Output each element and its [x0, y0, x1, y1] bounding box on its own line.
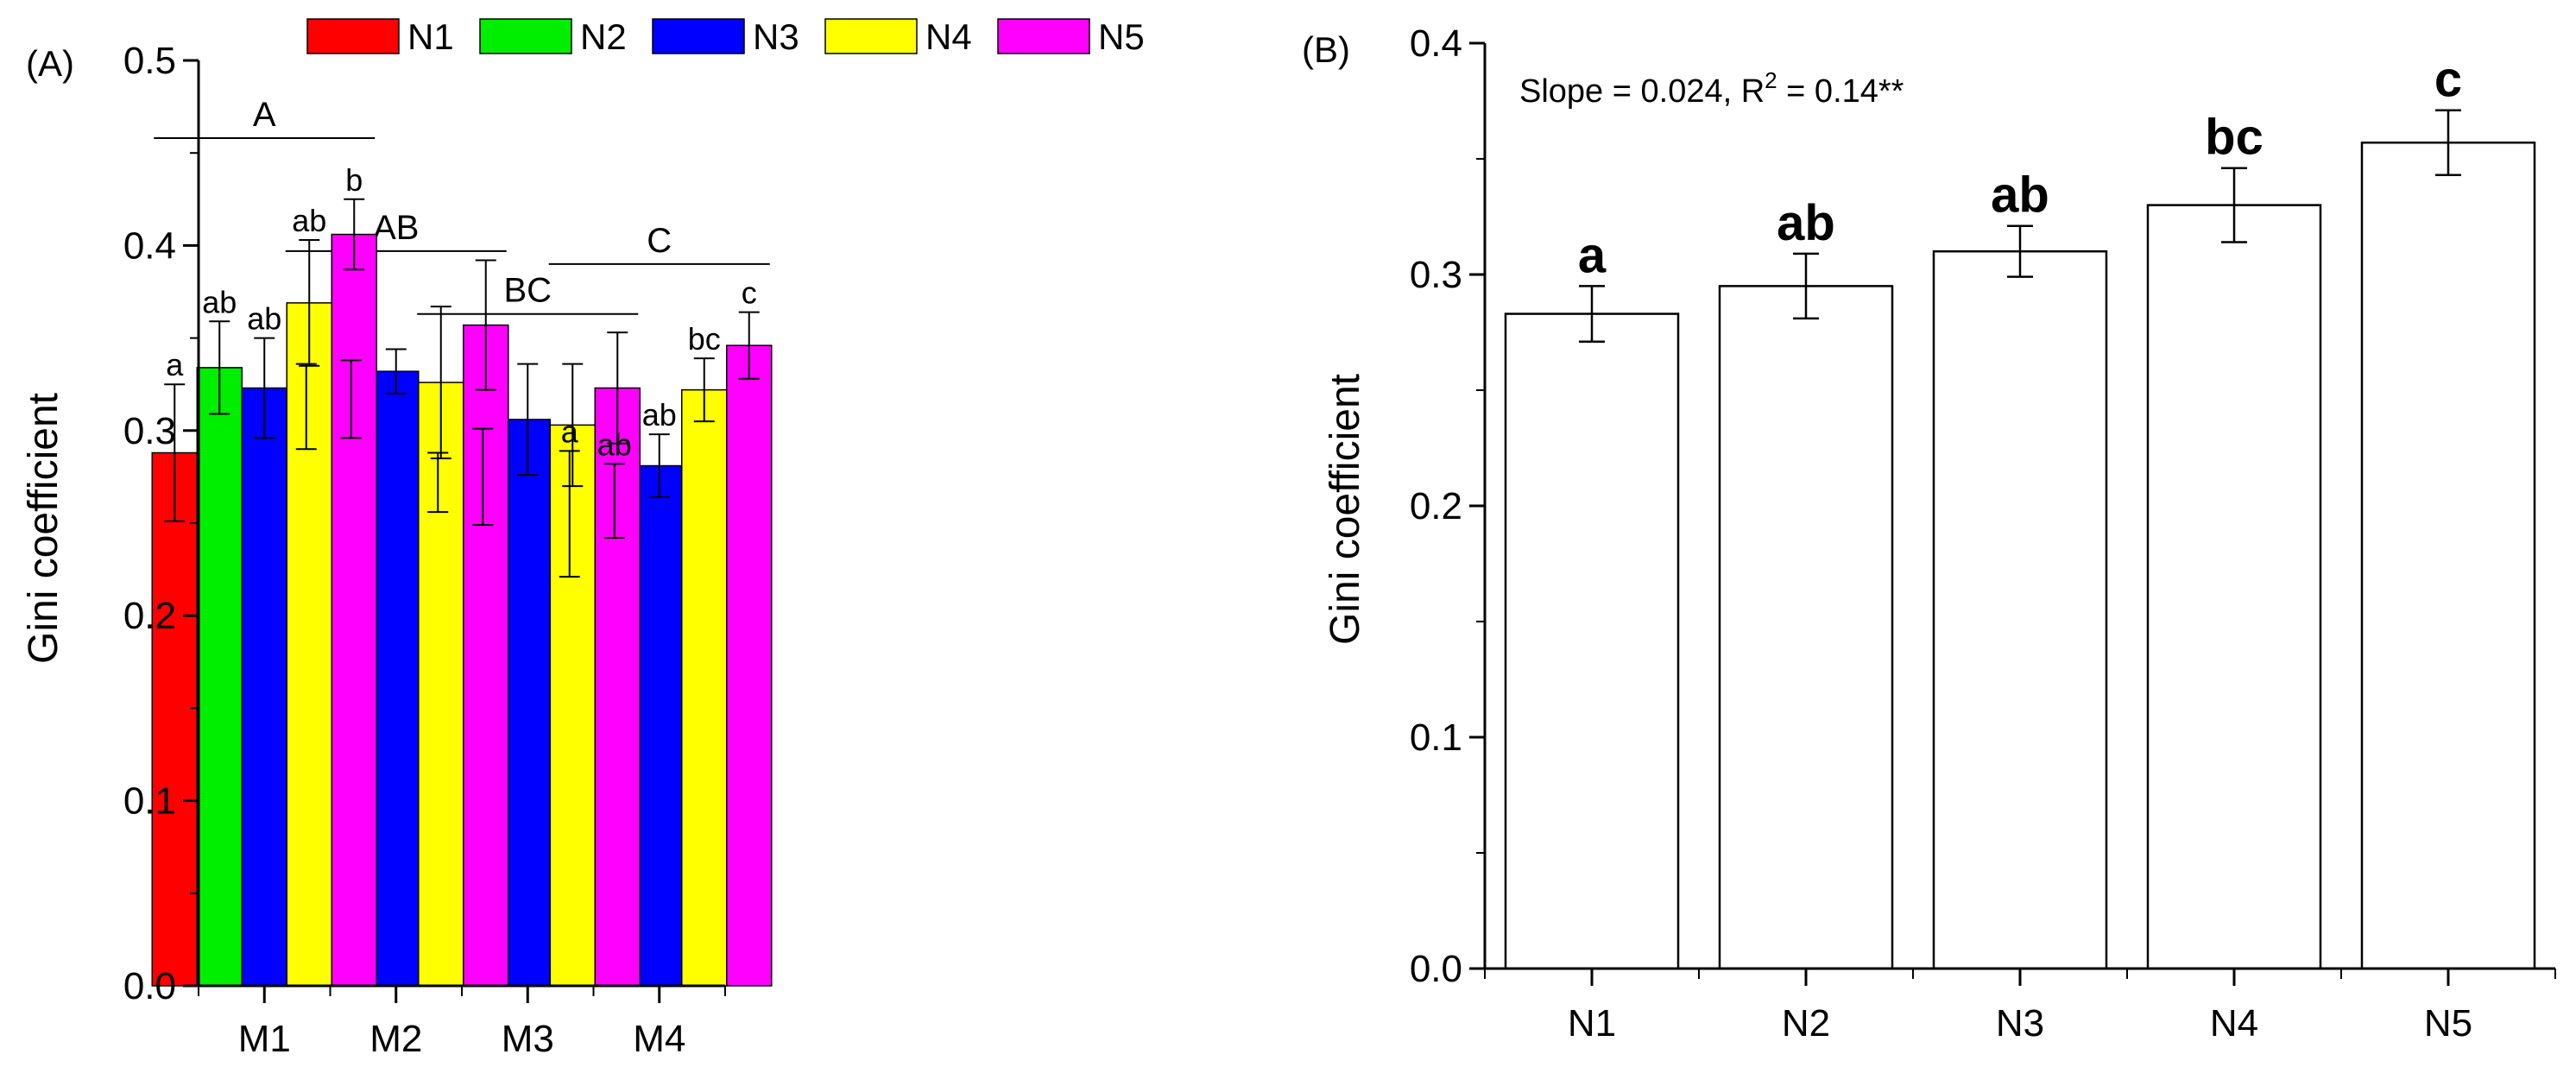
bar-m1-n1: [151, 451, 198, 987]
legend-label-n2: N2: [580, 16, 627, 57]
legend-label-n4: N4: [925, 16, 972, 57]
bar-n3: [1932, 249, 2108, 970]
annotation-prefix: Slope = 0.024, R: [1519, 73, 1765, 110]
y-tick-label: 0.1: [123, 780, 176, 823]
y-tick-label: 0.2: [1410, 485, 1462, 527]
legend-swatch-n5: [997, 18, 1090, 54]
panel-a-legend: N1 N2 N3 N4 N5: [306, 16, 1145, 57]
bar-m1-n4: [286, 302, 332, 987]
significance-letter: bc: [688, 321, 721, 357]
bar-m4-n4: [681, 388, 728, 987]
panel-a-axes: 0.0 0.1 0.2 0.3 0.4 0.5 M1 M2 M3 M4: [123, 40, 726, 1060]
y-tick-label: 0.3: [123, 410, 176, 452]
y-tick-label: 0.4: [123, 224, 176, 267]
bar-m1-n3: [241, 387, 287, 987]
panel-a-error-bars: [164, 198, 760, 578]
y-tick-label: 0.5: [123, 40, 176, 82]
legend-label-n3: N3: [753, 16, 799, 57]
x-tick-label-n4: N4: [2210, 1002, 2258, 1045]
legend-swatch-n4: [824, 18, 918, 54]
significance-letter-n3: ab: [1991, 167, 2049, 224]
significance-letter: ab: [292, 203, 326, 238]
panel-a-y-axis-label: Gini coefficient: [21, 393, 66, 664]
x-tick-label-n1: N1: [1568, 1002, 1616, 1045]
x-tick-label-m2: M2: [369, 1018, 422, 1060]
panel-a-label: (A): [26, 43, 74, 84]
significance-letter: b: [345, 162, 363, 198]
group-label-m1: A: [253, 96, 276, 134]
bar-m4-n3: [636, 464, 683, 987]
bar-m2-n5: [463, 324, 509, 987]
significance-letter-n2: ab: [1777, 195, 1835, 251]
x-tick-label-m1: M1: [238, 1018, 291, 1060]
bar-n2: [1718, 285, 1894, 970]
group-label-m2: AB: [373, 209, 419, 247]
significance-letter: ab: [247, 301, 281, 337]
legend-swatch-n1: [306, 18, 400, 54]
legend-swatch-n2: [479, 18, 572, 54]
significance-letter: ab: [202, 284, 237, 319]
x-tick-label-n5: N5: [2424, 1002, 2472, 1045]
significance-letter: ab: [597, 426, 632, 462]
significance-letter-n1: a: [1578, 227, 1607, 283]
bar-m3-n4: [549, 424, 596, 987]
bar-m2-n3: [373, 370, 420, 987]
panel-b-label: (B): [1302, 29, 1350, 70]
significance-letter-n4: bc: [2205, 110, 2263, 166]
group-label-m3: BC: [503, 272, 552, 310]
panel-b-significance-letters: a ab ab bc c: [1578, 52, 2462, 284]
chart-panel-a: (A) Gini coefficient N1 N2 N3 N4 N5 A AB BC C a…: [21, 16, 1145, 1060]
bar-n4: [2146, 204, 2322, 970]
legend-label-n1: N1: [407, 16, 454, 57]
annotation-superscript: 2: [1765, 67, 1777, 93]
legend-label-n5: N5: [1098, 16, 1145, 57]
group-label-m4: C: [647, 222, 672, 260]
panel-b-axes: 0.0 0.1 0.2 0.3 0.4 N1 N2 N3 N4 N5: [1410, 22, 2556, 1045]
y-tick-label: 0.3: [1410, 254, 1462, 296]
chart-panel-b: (B) Gini coefficient Slope = 0.024, R2 =…: [1302, 22, 2556, 1045]
x-tick-label-n3: N3: [1996, 1002, 2044, 1045]
x-tick-label-m4: M4: [633, 1018, 685, 1060]
bar-n1: [1504, 312, 1680, 970]
significance-letter: a: [561, 413, 579, 449]
bar-m3-n3: [504, 419, 551, 987]
bar-n5: [2360, 141, 2536, 970]
bar-m3-n5: [594, 387, 641, 987]
y-tick-label: 0.4: [1410, 22, 1462, 65]
x-tick-label-m3: M3: [502, 1018, 554, 1060]
y-tick-label: 0.2: [123, 595, 176, 637]
panel-b-y-axis-label: Gini coefficient: [1323, 374, 1368, 645]
y-tick-label: 0.0: [1410, 948, 1462, 990]
bar-m1-n2: [196, 367, 243, 987]
panel-a-bars: [151, 233, 773, 987]
annotation-suffix: = 0.14**: [1777, 73, 1904, 110]
significance-letter: a: [166, 347, 184, 382]
x-tick-label-n2: N2: [1782, 1002, 1830, 1045]
y-tick-label: 0.1: [1410, 716, 1462, 759]
bar-m1-n5: [331, 233, 377, 987]
panel-a-group-annotations: A AB BC C: [154, 96, 770, 315]
significance-letter-n5: c: [2434, 52, 2462, 108]
panel-b-error-bars: [1579, 109, 2461, 343]
legend-swatch-n3: [652, 18, 745, 54]
y-tick-label: 0.0: [123, 965, 176, 1007]
significance-letter: c: [742, 275, 757, 311]
significance-letter: ab: [642, 397, 677, 432]
panel-b-bars: [1504, 141, 2536, 970]
bar-m2-n4: [418, 382, 464, 987]
panel-b-regression-annotation: Slope = 0.024, R2 = 0.14**: [1519, 67, 1904, 110]
bar-m4-n5: [726, 344, 773, 987]
